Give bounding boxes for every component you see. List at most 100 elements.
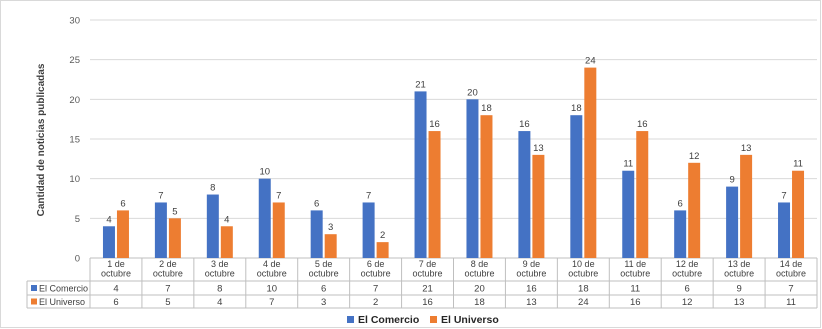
table-cell: 6	[685, 284, 690, 295]
x-category-label: 12 de	[676, 259, 699, 269]
table-cell: 4	[217, 297, 222, 308]
table-cell: 7	[165, 284, 170, 295]
bar-el-comercio-1	[102, 226, 115, 258]
x-category-label: 1 de	[107, 259, 125, 269]
table-cell: 13	[734, 297, 745, 308]
y-tick-label: 15	[69, 135, 80, 146]
x-category-label: 5 de	[315, 259, 333, 269]
bar-el-universo-4	[272, 202, 285, 258]
x-category-label: 9 de	[523, 259, 541, 269]
x-category-label: octubre	[776, 269, 806, 279]
bar-el-universo-14	[792, 170, 805, 258]
data-label: 8	[210, 183, 215, 194]
table-cell: 11	[786, 297, 796, 308]
x-category-label: octubre	[516, 269, 546, 279]
bar-el-universo-8	[480, 115, 493, 258]
table-cell: 3	[321, 297, 326, 308]
y-tick-label: 30	[69, 16, 80, 27]
table-cell: 7	[269, 297, 274, 308]
data-label: 16	[519, 119, 530, 130]
y-tick-label: 10	[69, 174, 80, 185]
x-category-label: octubre	[101, 269, 131, 279]
table-legend-key	[31, 298, 37, 305]
data-label: 20	[467, 87, 478, 98]
table-cell: 4	[113, 284, 118, 295]
x-category-label: 3 de	[211, 259, 229, 269]
bar-el-comercio-7	[414, 91, 427, 259]
bar-el-universo-2	[168, 218, 181, 258]
legend-key	[347, 316, 354, 323]
bar-el-comercio-10	[570, 115, 583, 258]
data-label: 7	[781, 190, 786, 201]
x-category-label: octubre	[309, 269, 339, 279]
x-category-label: 2 de	[159, 259, 177, 269]
table-cell: 18	[578, 284, 589, 295]
table-cell: 7	[373, 284, 378, 295]
bar-el-comercio-9	[518, 131, 531, 258]
data-label: 7	[366, 190, 371, 201]
y-tick-label: 25	[69, 55, 80, 66]
bar-el-comercio-3	[206, 194, 219, 258]
y-tick-label: 0	[75, 254, 80, 265]
table-cell: 10	[266, 284, 277, 295]
table-cell: 20	[474, 284, 485, 295]
data-label: 7	[158, 190, 163, 201]
x-category-label: octubre	[257, 269, 287, 279]
table-cell: 18	[474, 297, 485, 308]
data-label: 13	[741, 143, 752, 154]
bar-el-comercio-13	[726, 186, 739, 258]
x-category-label: 14 de	[780, 259, 803, 269]
table-cell: 21	[422, 284, 433, 295]
data-label: 9	[729, 175, 734, 186]
data-label: 24	[585, 56, 596, 67]
bar-el-comercio-12	[674, 210, 687, 258]
data-label: 21	[415, 79, 426, 90]
bar-el-universo-13	[740, 154, 753, 258]
table-cell: 11	[630, 284, 640, 295]
x-category-label: 8 de	[471, 259, 489, 269]
table-cell: 9	[736, 284, 741, 295]
legend: El Comercio El Universo	[347, 314, 499, 326]
bar-el-universo-3	[220, 226, 233, 258]
data-label: 18	[481, 103, 492, 114]
bar-el-comercio-4	[258, 178, 271, 258]
bar-el-universo-5	[324, 234, 337, 258]
bar-el-universo-10	[584, 67, 597, 258]
gridlines	[90, 19, 817, 259]
data-label: 3	[328, 222, 333, 233]
data-label: 6	[120, 198, 125, 209]
x-category-label: octubre	[568, 269, 598, 279]
bar-el-universo-1	[116, 210, 129, 258]
table-cell: 8	[217, 284, 222, 295]
bar-el-comercio-6	[362, 202, 375, 258]
x-category-label: 10 de	[572, 259, 595, 269]
data-label: 7	[276, 190, 281, 201]
bar-el-comercio-8	[466, 99, 479, 258]
bar-el-comercio-5	[310, 210, 323, 258]
data-label: 4	[224, 214, 229, 225]
table-cell: 16	[630, 297, 641, 308]
bar-el-universo-9	[532, 154, 545, 258]
bar-el-comercio-11	[622, 170, 635, 258]
y-tick-label: 20	[69, 95, 80, 106]
table-cell: 24	[578, 297, 589, 308]
table-cell: 6	[321, 284, 326, 295]
x-category-label: octubre	[361, 269, 391, 279]
data-label: 16	[637, 119, 648, 130]
table-legend-key	[31, 285, 37, 291]
bars: 4 7 8 10 6 7 21 20 16 18 11 6 9 7 6 5 4 7 3 2 16 18 13 24 16 12 13…	[102, 56, 805, 259]
bar-el-universo-12	[688, 162, 701, 258]
x-category-label: 4 de	[263, 259, 281, 269]
x-category-label: 7 de	[419, 259, 437, 269]
data-label: 4	[106, 214, 111, 225]
y-tick-label: 5	[75, 214, 80, 225]
table-cell: 12	[682, 297, 693, 308]
bar-el-comercio-2	[154, 202, 167, 258]
table-cell: 16	[526, 284, 537, 295]
x-category-label: octubre	[620, 269, 650, 279]
data-label: 16	[429, 119, 440, 130]
legend-label: El Universo	[441, 314, 499, 326]
data-label: 11	[623, 159, 633, 170]
